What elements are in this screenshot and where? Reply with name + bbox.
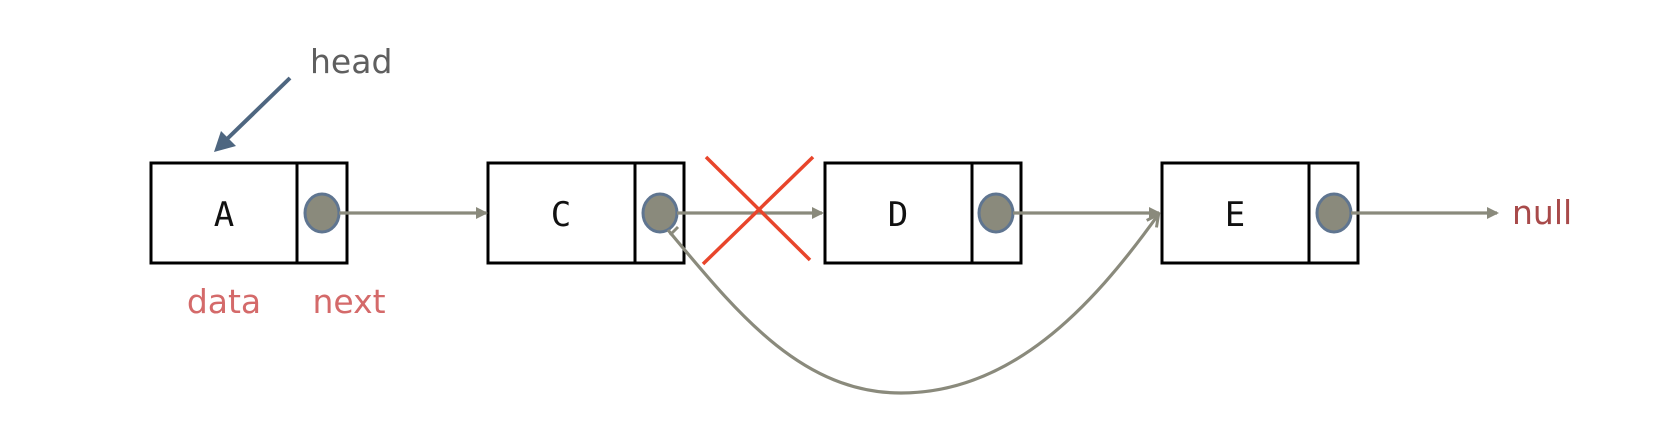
node-d-label: D: [888, 195, 908, 235]
removed-link-cross: [701, 155, 815, 266]
node-c-next-dot: [641, 192, 679, 234]
node-c-label: C: [551, 195, 571, 235]
node-d-next-dot: [977, 192, 1015, 234]
next-caption: next: [312, 282, 385, 321]
bypass-pointer-tail: [668, 225, 680, 237]
node-a-label: A: [214, 195, 234, 235]
node-d: D: [823, 161, 1023, 265]
null-label: null: [1512, 193, 1572, 232]
node-e-next-dot: [1315, 192, 1353, 234]
node-e-label: E: [1225, 195, 1245, 235]
bypass-pointer-c-to-e: [666, 215, 1158, 395]
node-a: A: [149, 161, 349, 265]
head-label: head: [310, 42, 392, 81]
node-a-next-dot: [303, 192, 341, 234]
head-pointer-arrow: [214, 76, 292, 152]
data-caption: data: [187, 282, 261, 321]
node-e: E: [1160, 161, 1360, 265]
node-c: C: [486, 161, 686, 265]
